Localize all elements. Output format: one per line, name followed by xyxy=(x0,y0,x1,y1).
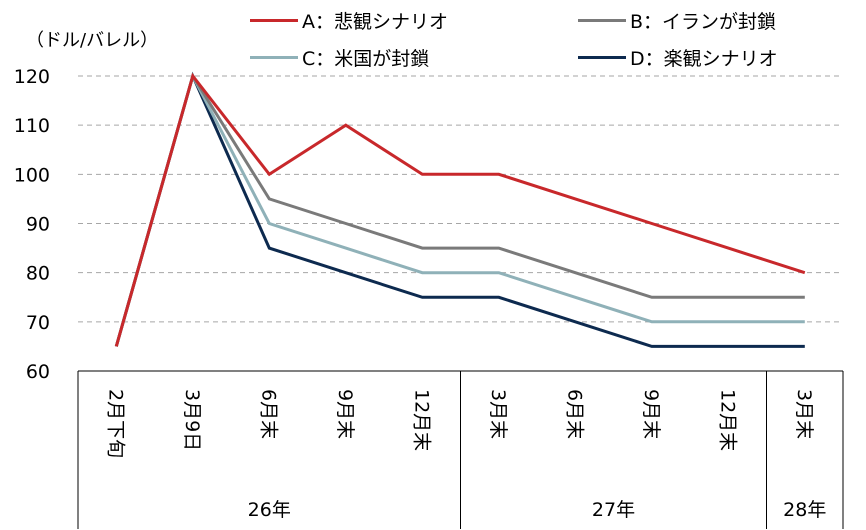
x-tick-label: 6月末 xyxy=(257,389,279,439)
legend-swatch-c xyxy=(250,55,298,59)
legend-item-b: B：イランが封鎖 xyxy=(578,7,776,33)
x-tick-label: 12月末 xyxy=(716,389,738,451)
series-line-b xyxy=(114,72,805,347)
y-tick-label: 70 xyxy=(26,312,50,334)
legend-item-d: D：楽観シナリオ xyxy=(578,44,778,70)
x-tick-label: 3月末 xyxy=(487,389,509,439)
y-tick-label: 90 xyxy=(26,214,50,236)
y-tick-label: 100 xyxy=(14,164,50,186)
x-tick-label: 3月末 xyxy=(793,389,815,439)
y-tick-label: 120 xyxy=(14,66,50,88)
legend-item-a: A：悲観シナリオ xyxy=(250,7,448,33)
legend-swatch-d xyxy=(578,55,626,59)
legend-swatch-a xyxy=(250,18,298,22)
x-tick-label: 9月末 xyxy=(334,389,356,439)
x-tick-label: 9月末 xyxy=(640,389,662,439)
group-label: 27年 xyxy=(592,499,635,521)
y-tick-label: 60 xyxy=(26,361,50,383)
series-line-c xyxy=(114,71,805,347)
x-tick-label: 3月9日 xyxy=(181,389,203,451)
y-tick-label: 110 xyxy=(14,115,50,137)
y-axis-unit-label: （ドル/バレル） xyxy=(26,30,159,51)
legend-item-c: C：米国が封鎖 xyxy=(250,44,429,70)
group-label: 28年 xyxy=(783,499,826,521)
series-line-a xyxy=(114,72,806,347)
legend-label-a: A：悲観シナリオ xyxy=(302,10,448,33)
legend-label-c: C：米国が封鎖 xyxy=(302,47,430,70)
series-line-d xyxy=(114,71,805,348)
y-tick-label: 80 xyxy=(26,263,50,285)
legend-swatch-b xyxy=(578,18,626,22)
x-tick-label: 2月下旬 xyxy=(104,389,126,458)
legend-label-b: B：イランが封鎖 xyxy=(630,10,777,33)
x-tick-label: 6月末 xyxy=(563,389,585,439)
legend-label-d: D：楽観シナリオ xyxy=(630,47,778,70)
group-label: 26年 xyxy=(248,499,291,521)
x-tick-label: 12月末 xyxy=(410,389,432,451)
